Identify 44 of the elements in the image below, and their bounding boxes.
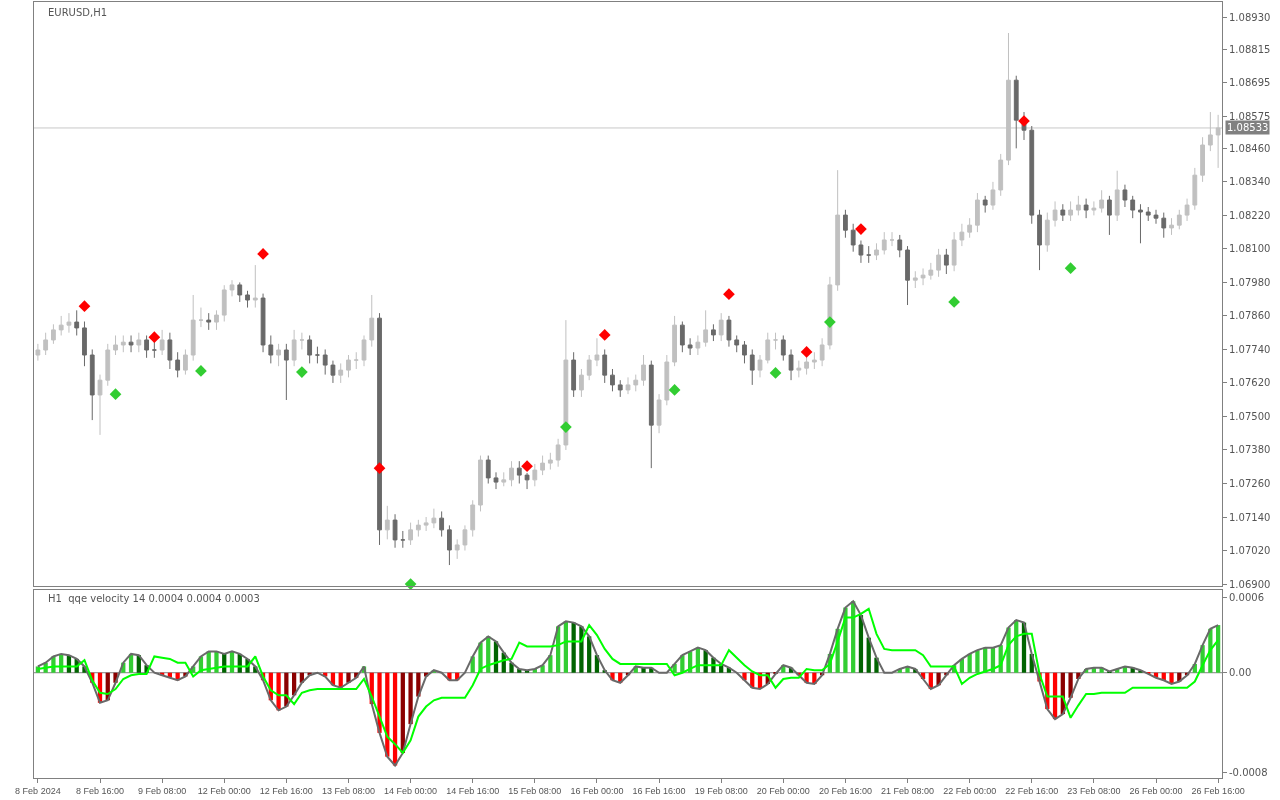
y-tick-label: 1.08100: [1229, 243, 1271, 255]
x-tick-label: 9 Feb 08:00: [138, 785, 187, 796]
y-tick-label: 1.07980: [1229, 276, 1271, 288]
x-tick-label: 22 Feb 16:00: [1005, 785, 1059, 796]
y-tick-label: 1.07500: [1229, 410, 1271, 422]
y-tick-label: 1.08930: [1229, 11, 1271, 23]
y-tick-label: 1.07020: [1229, 545, 1271, 557]
y-tick-label: 1.07860: [1229, 310, 1271, 322]
chart-title: H1 qqe velocity 14 0.0004 0.0004 0.0003: [48, 593, 260, 604]
x-tick-label: 14 Feb 00:00: [384, 785, 438, 796]
x-tick-label: 12 Feb 00:00: [197, 785, 251, 796]
ref-line-label: 1.08533: [1227, 122, 1269, 133]
x-tick-label: 14 Feb 16:00: [446, 785, 500, 796]
x-tick-label: 26 Feb 16:00: [1191, 785, 1245, 796]
y-tick-label: 1.08695: [1229, 77, 1271, 89]
x-tick-label: 16 Feb 16:00: [632, 785, 686, 796]
y-tick-label: 1.07620: [1229, 377, 1271, 389]
y-tick-label: 1.08340: [1229, 176, 1271, 188]
x-tick-label: 20 Feb 00:00: [756, 785, 810, 796]
x-tick-label: 8 Feb 16:00: [75, 785, 125, 796]
y-tick-label: 1.07740: [1229, 343, 1271, 355]
y-tick-label: -0.0008: [1229, 767, 1268, 779]
x-tick-label: 22 Feb 00:00: [943, 785, 997, 796]
x-tick-label: 20 Feb 16:00: [818, 785, 872, 796]
y-tick-label: 1.08575: [1229, 110, 1271, 122]
y-tick-label: 1.08460: [1229, 142, 1271, 154]
y-tick-label: 1.07140: [1229, 511, 1271, 523]
x-tick-label: 8 Feb 2024: [15, 785, 61, 796]
x-tick-label: 13 Feb 08:00: [321, 785, 375, 796]
y-tick-label: 0.0006: [1229, 592, 1264, 604]
x-tick-label: 23 Feb 08:00: [1067, 785, 1121, 796]
y-tick-label: 0.00: [1229, 667, 1252, 679]
text: EURUSD,H1: [48, 7, 108, 18]
x-tick-label: 26 Feb 00:00: [1129, 785, 1183, 796]
y-tick-label: 1.08815: [1229, 43, 1271, 55]
y-tick-label: 1.07380: [1229, 444, 1271, 456]
x-tick-label: 16 Feb 00:00: [570, 785, 624, 796]
x-tick-label: 19 Feb 08:00: [694, 785, 748, 796]
y-tick-label: 1.07260: [1229, 478, 1271, 489]
y-tick-label: 1.08220: [1229, 209, 1271, 221]
x-tick-label: 12 Feb 16:00: [259, 785, 313, 796]
y-tick-label: 1.06900: [1229, 578, 1271, 590]
x-tick-label: 15 Feb 08:00: [508, 785, 562, 796]
x-tick-label: 21 Feb 08:00: [881, 785, 935, 796]
